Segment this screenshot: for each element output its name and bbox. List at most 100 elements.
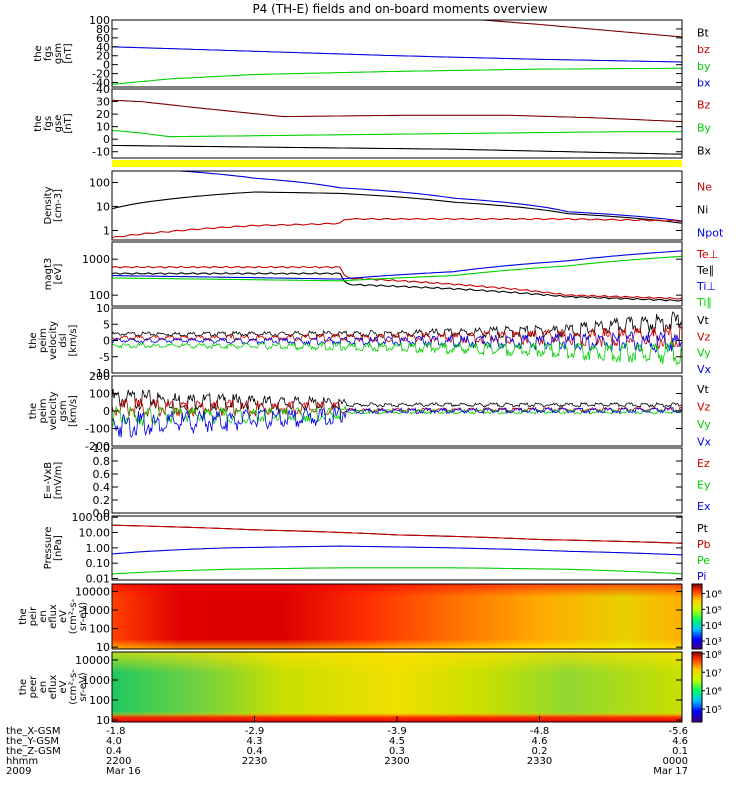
- legend-entry: Pi: [697, 570, 706, 583]
- panel-frame: [111, 88, 683, 159]
- y-tick-label: 100: [89, 623, 110, 636]
- y-tick-label: 1: [103, 224, 110, 237]
- y-axis-label: peer: [28, 675, 39, 699]
- legend-entry: Vy: [697, 418, 711, 431]
- y-tick-label: 10: [96, 641, 110, 654]
- y-axis-label: the: [28, 403, 39, 419]
- y-tick-label: 10: [96, 121, 110, 134]
- legend-entry: Pb: [697, 538, 711, 551]
- heatmap-shade: [112, 584, 682, 649]
- y-tick-label: 1000: [82, 674, 110, 687]
- legend-entry: Te⊥: [696, 248, 718, 261]
- y-tick-label: 100.00: [72, 511, 111, 524]
- y-tick-label: 0.8: [93, 455, 111, 468]
- y-tick-label: -100: [85, 423, 110, 436]
- y-tick-label: -10: [92, 146, 110, 159]
- x-row-value: 4.5: [389, 736, 405, 747]
- y-axis-label: fgs: [43, 116, 54, 131]
- y-axis-label: gse: [53, 115, 64, 133]
- legend-entry: Bz: [697, 99, 711, 112]
- x-row-value: 4.3: [247, 736, 263, 747]
- series-line: [112, 129, 682, 138]
- y-axis-label: the: [18, 608, 29, 624]
- panel-peim-velocity-dsl: 10 5 0 -5 -10 the peim velocity dsl [km/s] Vt Vz Vy V…: [28, 302, 712, 380]
- series-line: [181, 171, 682, 222]
- y-tick-label: 10000: [75, 585, 110, 598]
- x-row-value: 2330: [527, 756, 552, 767]
- y-tick-label: 0.10: [86, 557, 111, 570]
- series-line: [112, 325, 682, 350]
- y-tick-label: 10: [96, 302, 110, 315]
- y-tick-label: 100: [89, 14, 110, 27]
- x-row-value: 0000: [663, 756, 688, 767]
- y-tick-label: 1000: [82, 604, 110, 617]
- quality-band: [112, 160, 682, 167]
- y-axis-label: the: [18, 679, 29, 695]
- y-axis-label: gsm: [53, 43, 64, 64]
- series-line: [112, 272, 682, 302]
- series-group: [112, 20, 682, 85]
- x-row-value: 2300: [384, 756, 409, 767]
- y-tick-label: 30: [96, 96, 110, 109]
- colorbar-tick-label: 10³: [705, 637, 722, 648]
- series-line: [112, 545, 682, 556]
- y-axis-label: Density: [43, 186, 54, 224]
- y-axis-label: peim: [38, 328, 49, 353]
- x-row-value: 2200: [106, 756, 131, 767]
- x-row-label: hhmm: [6, 756, 38, 767]
- y-tick-label: 10.00: [79, 527, 111, 540]
- y-tick-label: 200: [89, 370, 110, 383]
- y-tick-label: 0.4: [93, 481, 111, 494]
- legend-entry: bz: [697, 43, 710, 56]
- x-row-label: 2009: [6, 766, 31, 777]
- x-row-value: 0.3: [389, 746, 405, 757]
- legend-entry: Vx: [697, 363, 712, 376]
- x-row-value: 0.1: [672, 746, 688, 757]
- legend-entry: Npot: [697, 227, 724, 240]
- y-axis-label: en: [38, 681, 49, 694]
- series-line: [112, 144, 682, 155]
- series-line: [112, 250, 682, 280]
- series-line: [112, 398, 682, 418]
- x-row-value: 0.4: [247, 746, 263, 757]
- panel-temperature: 1000 100 magt3 [eV] Te⊥ Te∥ Ti⊥ Ti∥: [43, 241, 718, 309]
- x-row-value: Mar 17: [653, 766, 688, 777]
- y-axis-label: eflux: [48, 604, 59, 629]
- y-tick-label: 40: [96, 83, 110, 96]
- plot-title: P4 (TH-E) fields and on-board moments ov…: [252, 2, 547, 16]
- y-tick-label: 5: [103, 318, 110, 331]
- series-line: [112, 46, 682, 63]
- series-line: [112, 255, 682, 282]
- x-row-value: -5.6: [668, 726, 688, 737]
- legend-entry: Ne: [697, 181, 712, 194]
- y-tick-label: 100: [89, 289, 110, 302]
- panel-peer-eflux: 10⁸ 10⁷ 10⁶ 10⁵ 10000 1000 100 10 the peer en eflux…: [18, 650, 722, 727]
- y-tick-label: 0.0: [93, 507, 111, 520]
- y-axis-label: [eV]: [53, 264, 64, 285]
- y-axis-label: [nT]: [63, 43, 74, 63]
- legend-entry: Pt: [697, 522, 709, 535]
- y-tick-label: -40: [92, 77, 110, 90]
- y-tick-label: -200: [85, 440, 110, 453]
- colorbar-tick-label: 10⁸: [705, 650, 722, 661]
- y-tick-label: -20: [92, 68, 110, 81]
- legend-entry: Ni: [697, 204, 708, 217]
- x-row-label: the_Z-GSM: [6, 746, 61, 757]
- panel-peim-velocity-gsm: 200 100 0 -100 -200 the peim velocity gsm [km/s] V…: [28, 370, 712, 453]
- y-tick-label: 20: [96, 50, 110, 63]
- legend-entry: Ex: [697, 500, 711, 513]
- y-axis-label: dsl: [58, 333, 69, 347]
- y-axis-label: (cm²-s-: [68, 598, 79, 634]
- y-tick-label: 0: [103, 133, 110, 146]
- panel-density: 100 10 1 Density [cm-3] Ne Ni Npot: [43, 170, 724, 241]
- y-tick-label: 40: [96, 41, 110, 54]
- y-axis-label: peim: [38, 398, 49, 423]
- x-row-value: 0.2: [532, 746, 548, 757]
- series-line: [112, 567, 682, 575]
- series-line: [112, 406, 682, 438]
- legend-entry: Vt: [697, 314, 710, 327]
